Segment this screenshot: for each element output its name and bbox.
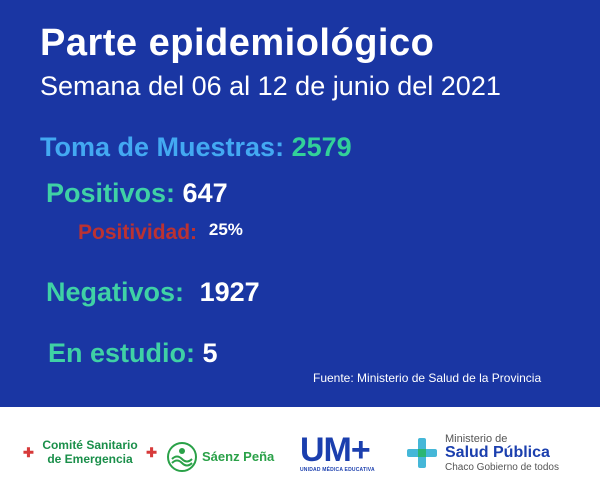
estudio-label: En estudio:: [48, 338, 195, 368]
ume-letters: UM+: [300, 431, 371, 469]
estudio-row: En estudio: 5: [48, 338, 218, 369]
red-cross-icon: ✚: [146, 445, 157, 460]
positividad-row: Positividad: 25%: [78, 220, 243, 245]
chaco-gobierno-label: Chaco Gobierno de todos: [445, 462, 559, 473]
source-note: Fuente: Ministerio de Salud de la Provin…: [313, 371, 542, 385]
report-panel: Parte epidemiológico Semana del 06 al 12…: [0, 0, 600, 407]
muestras-row: Toma de Muestras: 2579: [40, 132, 352, 163]
estudio-value: 5: [202, 338, 218, 368]
ministerio-salud-logo: Ministerio de Salud Pública Chaco Gobier…: [407, 433, 587, 473]
page-title: Parte epidemiológico: [40, 22, 435, 64]
negativos-value: 1927: [199, 277, 260, 307]
positivos-value: 647: [182, 178, 228, 208]
ume-logo: UM+ UNIDAD MÉDICA EDUCATIVA: [300, 431, 384, 475]
saenz-pena-emblem-icon: [167, 442, 197, 472]
saenz-pena-logo: Sáenz Peña: [166, 440, 286, 480]
muestras-value: 2579: [291, 132, 352, 162]
red-cross-icon: ✚: [23, 445, 34, 460]
positivos-row: Positivos: 647: [46, 178, 228, 209]
saenz-pena-label: Sáenz Peña: [202, 449, 275, 464]
ume-subtitle: UNIDAD MÉDICA EDUCATIVA: [300, 467, 375, 473]
comite-line2: de Emergencia: [47, 452, 133, 466]
salud-publica-label: Salud Pública: [445, 444, 550, 461]
comite-sanitario-logo: ✚ Comité Sanitario de Emergencia ✚: [23, 438, 157, 466]
health-cross-icon: [407, 438, 437, 468]
week-subtitle: Semana del 06 al 12 de junio del 2021: [40, 71, 501, 101]
footer-logos: [0, 407, 600, 503]
negativos-label: Negativos:: [46, 277, 185, 307]
positivos-label: Positivos:: [46, 178, 176, 208]
negativos-row: Negativos: 1927: [46, 277, 260, 308]
ministerio-label: Ministerio de: [445, 433, 508, 445]
muestras-label: Toma de Muestras:: [40, 132, 285, 162]
positividad-label: Positividad:: [78, 221, 198, 244]
positividad-value: 25%: [208, 220, 243, 239]
comite-line1: Comité Sanitario: [42, 438, 138, 452]
